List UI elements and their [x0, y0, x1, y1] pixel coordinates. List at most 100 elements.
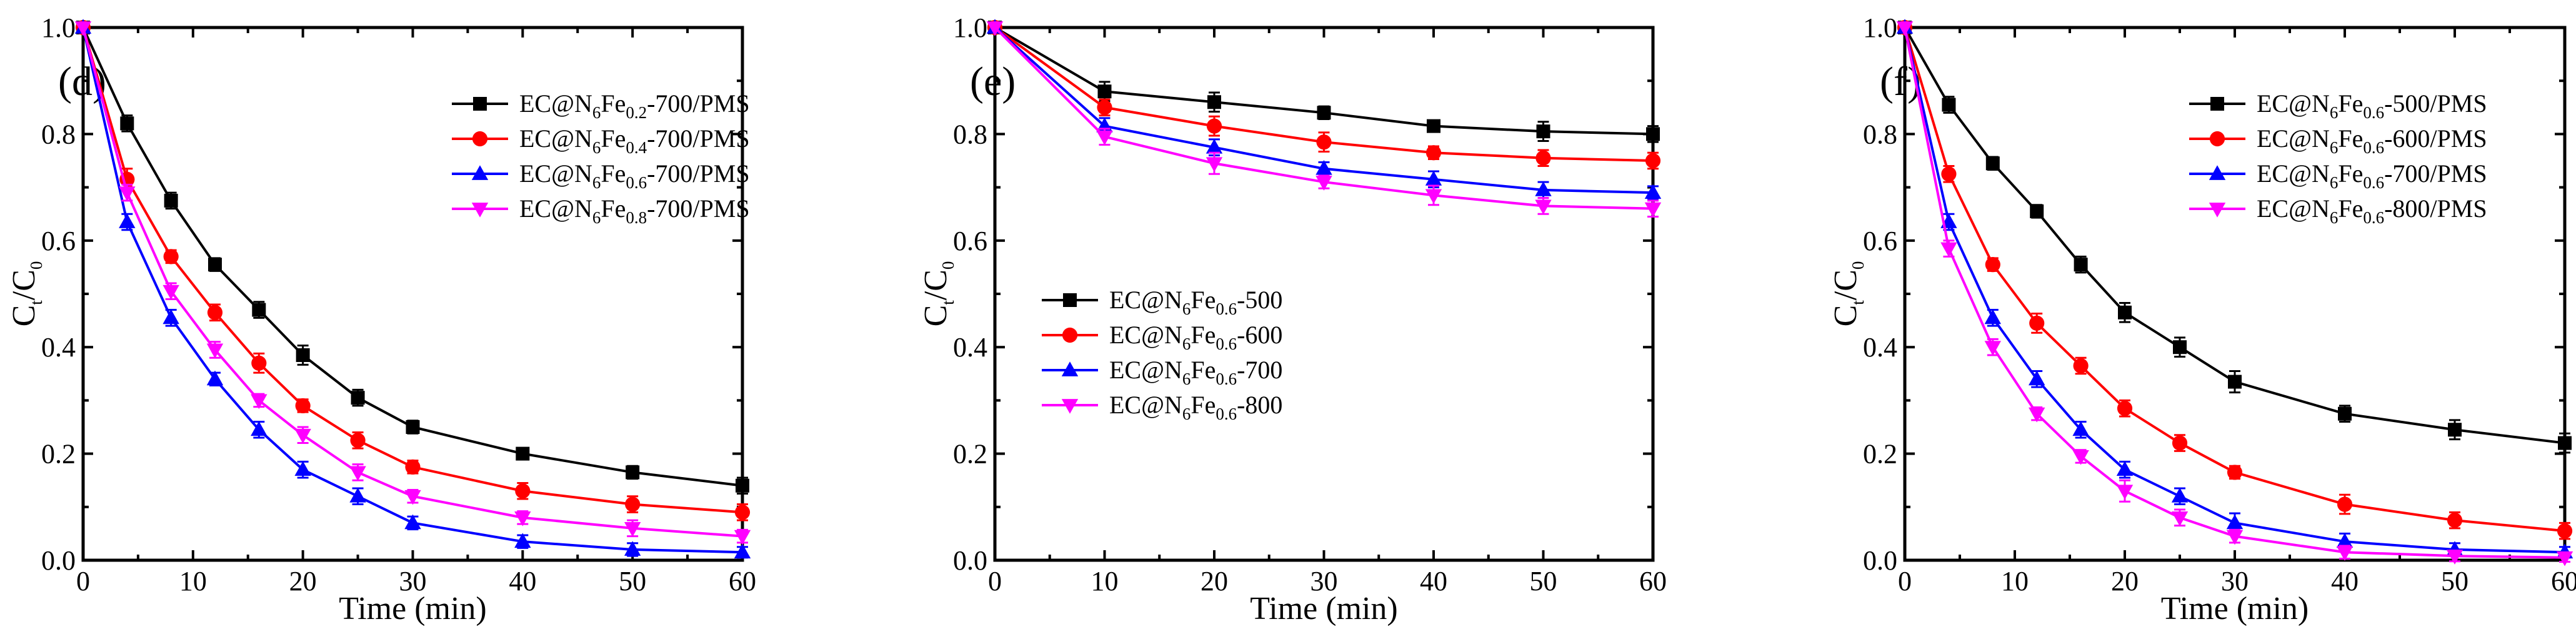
x-tick-label: 30 [399, 566, 427, 596]
legend-entry-text: EC@N6Fe0.6-600/PMS [2257, 124, 2487, 157]
legend-entry-text: EC@N6Fe0.6-800 [1109, 391, 1282, 423]
legend-sub2: 0.6 [1216, 370, 1237, 388]
x-tick-label: 30 [2221, 566, 2249, 596]
legend-sub2: 0.6 [2363, 173, 2384, 192]
triangle-down-marker [2446, 550, 2464, 565]
legend-prefix: EC@N [1109, 321, 1182, 349]
legend-prefix: EC@N [2257, 159, 2330, 188]
x-tick-label: 60 [1639, 566, 1667, 596]
legend-suffix: -600/PMS [2384, 124, 2487, 153]
triangle-up-marker [1535, 181, 1552, 196]
legend-sub2: 0.2 [626, 103, 647, 122]
triangle-down-marker [624, 521, 641, 537]
triangle-up-marker [1984, 309, 2001, 325]
legend-sub2: 0.4 [626, 138, 647, 157]
y-tick-label: 0.2 [953, 439, 987, 470]
y-tick-label: 0.4 [1863, 332, 1897, 363]
y-tick-label: 0.8 [41, 119, 76, 149]
legend-sub1: 6 [1182, 405, 1191, 423]
legend-prefix: EC@N [2257, 89, 2330, 118]
circle-marker [2117, 401, 2133, 416]
y-title-sub-t: t [27, 300, 46, 305]
circle-marker [1206, 118, 1222, 134]
triangle-up-marker [734, 543, 751, 559]
x-tick-label: 40 [2331, 566, 2359, 596]
y-title-sub-0: 0 [27, 261, 46, 270]
legend-suffix: -700/PMS [647, 159, 750, 188]
x-tick-label: 30 [1310, 566, 1338, 596]
triangle-up-marker [2336, 533, 2354, 548]
x-tick-label: 40 [1420, 566, 1447, 596]
legend-mid: Fe [2338, 124, 2363, 153]
legend-sub1: 6 [1182, 335, 1191, 353]
circle-marker [515, 483, 531, 499]
triangle-up-marker [119, 213, 136, 228]
triangle-up-marker [1061, 361, 1079, 376]
square-marker [2118, 305, 2132, 320]
triangle-down-marker [1535, 199, 1552, 215]
legend-sub2: 0.6 [2363, 208, 2384, 227]
legend-prefix: EC@N [519, 124, 592, 153]
legend-sub2: 0.6 [1216, 335, 1237, 353]
triangle-down-marker [471, 203, 489, 218]
circle-marker [2209, 131, 2225, 147]
triangle-down-marker [162, 284, 179, 300]
triangle-down-marker [2116, 485, 2134, 500]
legend-entry-text: EC@N6Fe0.6-700 [1109, 356, 1282, 388]
y-title-sub-0: 0 [939, 261, 957, 270]
circle-marker [625, 496, 641, 512]
legend-entry-text: EC@N6Fe0.6-500 [1109, 286, 1282, 318]
triangle-down-marker [404, 490, 421, 505]
series-line [82, 27, 743, 514]
square-marker [2074, 258, 2088, 272]
y-title-c: C [1828, 305, 1864, 327]
circle-marker [1535, 150, 1551, 166]
triangle-up-marker [624, 541, 641, 556]
x-tick-label: 20 [289, 566, 317, 596]
y-tick-label: 0.4 [953, 332, 987, 363]
legend-entry-text: EC@N6Fe0.2-700/PMS [519, 89, 750, 122]
circle-marker [1316, 134, 1332, 150]
x-tick-label: 60 [729, 566, 756, 596]
legend-entry-text: EC@N6Fe0.6-600 [1109, 321, 1282, 353]
triangle-down-marker [2556, 551, 2574, 566]
square-marker [516, 446, 530, 461]
circle-marker [163, 249, 179, 264]
legend-mid: Fe [1191, 391, 1216, 419]
x-axis-title: Time (min) [339, 591, 486, 626]
circle-marker [2029, 315, 2045, 331]
legend-sub1: 6 [2330, 138, 2339, 157]
circle-marker [207, 304, 223, 320]
legend-sub2: 0.6 [2363, 138, 2384, 157]
circle-marker [1062, 327, 1078, 343]
series-line [82, 27, 743, 487]
square-marker [1207, 95, 1221, 109]
legend: EC@N6Fe0.2-700/PMSEC@N6Fe0.4-700/PMSEC@N… [452, 89, 750, 227]
square-marker [1097, 84, 1112, 99]
legend-mid: Fe [601, 194, 626, 223]
legend-sub1: 6 [1182, 299, 1191, 318]
legend-prefix: EC@N [2257, 124, 2330, 153]
y-tick-label: 0.0 [953, 545, 987, 576]
series-4 [74, 21, 751, 545]
y-tick-label: 1.0 [1863, 13, 1897, 43]
y-axis-title: Ct/C0 [6, 261, 46, 327]
legend-prefix: EC@N [1109, 391, 1182, 419]
triangle-down-marker [2171, 511, 2189, 526]
legend-sub1: 6 [2330, 173, 2339, 192]
legend-entry-text: EC@N6Fe0.6-700/PMS [2257, 159, 2487, 192]
y-tick-label: 0.2 [1863, 439, 1897, 470]
triangle-up-marker [294, 461, 311, 476]
triangle-up-marker [2209, 165, 2226, 180]
square-marker [164, 193, 178, 208]
triangle-down-marker [1940, 242, 1957, 258]
triangle-down-marker [514, 511, 531, 526]
triangle-up-marker [471, 165, 489, 180]
legend-mid: Fe [601, 89, 626, 118]
legend-suffix: -700/PMS [647, 89, 750, 118]
y-title-c: C [918, 305, 954, 327]
legend-sub2: 0.6 [1216, 299, 1237, 318]
